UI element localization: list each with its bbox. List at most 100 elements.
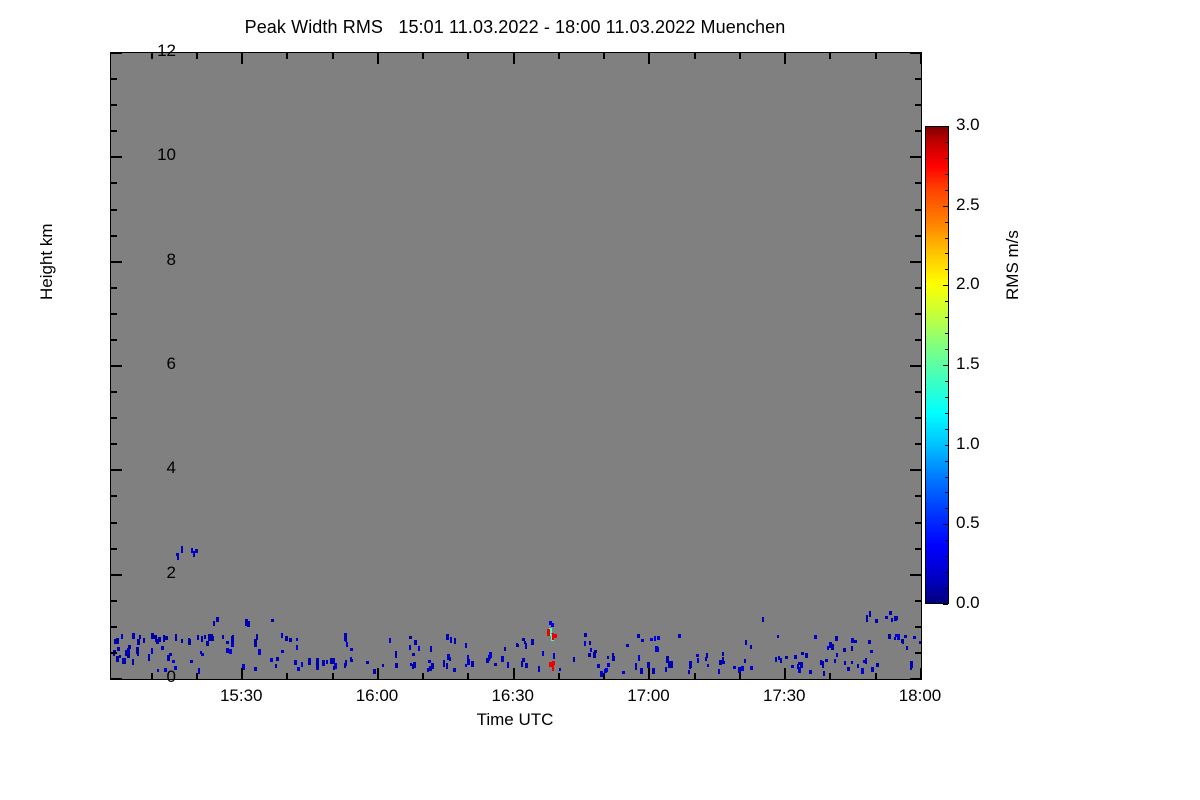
- data-pixel: [289, 638, 292, 642]
- data-pixel: [389, 638, 391, 643]
- data-pixel: [195, 549, 198, 553]
- data-pixel: [798, 662, 800, 665]
- data-pixel: [738, 667, 741, 673]
- plot-area[interactable]: [110, 52, 922, 680]
- colorbar-tick-label: 1.5: [956, 354, 980, 373]
- data-pixel: [688, 670, 690, 674]
- y-axis-major-tick: [910, 52, 921, 54]
- data-pixel: [805, 653, 808, 658]
- data-pixel: [254, 667, 257, 671]
- data-pixel: [122, 661, 125, 664]
- colorbar-tick-label: 3.0: [956, 115, 980, 134]
- data-pixel: [554, 634, 557, 638]
- data-pixel: [137, 650, 139, 653]
- data-pixel: [665, 667, 667, 672]
- x-axis-minor-tick: [874, 673, 877, 679]
- data-pixel: [904, 635, 907, 638]
- data-pixel: [750, 666, 753, 670]
- colorbar-tick: [943, 365, 948, 366]
- data-pixel: [431, 663, 434, 669]
- data-pixel: [797, 664, 799, 669]
- data-pixel: [128, 645, 131, 649]
- data-pixel: [201, 636, 203, 642]
- data-pixel: [114, 639, 117, 644]
- y-axis-minor-tick: [915, 130, 921, 133]
- x-axis-minor-tick: [150, 53, 153, 59]
- data-pixel: [125, 650, 127, 656]
- data-pixel: [906, 646, 908, 650]
- y-axis-minor-tick: [915, 391, 921, 394]
- x-tick-label: 17:30: [762, 686, 806, 705]
- x-axis-major-tick: [376, 668, 379, 679]
- data-pixel: [350, 657, 352, 660]
- x-axis-title: Time UTC: [476, 710, 554, 729]
- data-pixel: [626, 644, 629, 647]
- x-axis-major-tick: [376, 53, 379, 64]
- data-pixel: [865, 658, 867, 664]
- colorbar[interactable]: [925, 126, 949, 605]
- data-pixel: [897, 634, 900, 640]
- data-pixel: [525, 643, 527, 649]
- data-pixel: [794, 655, 797, 659]
- data-pixel: [875, 619, 878, 623]
- colorbar-tick: [945, 222, 948, 223]
- x-axis-minor-tick: [286, 673, 289, 679]
- colorbar-tick-label: 2.0: [956, 274, 980, 293]
- data-pixel: [350, 659, 353, 662]
- y-axis-major-tick: [111, 365, 122, 367]
- data-pixel: [696, 654, 699, 657]
- data-pixel: [127, 648, 130, 653]
- colorbar-tick: [943, 604, 948, 605]
- data-pixel: [590, 649, 592, 652]
- data-pixel: [507, 662, 509, 668]
- y-axis-minor-tick: [111, 495, 117, 498]
- y-axis-minor-tick: [111, 599, 117, 602]
- data-pixel: [193, 551, 195, 557]
- data-pixel: [604, 669, 607, 673]
- data-pixel: [718, 669, 720, 674]
- x-axis-major-tick: [241, 668, 244, 679]
- data-pixel: [547, 629, 550, 636]
- data-pixel: [222, 635, 224, 639]
- data-pixel: [412, 653, 415, 656]
- data-pixel: [169, 653, 172, 656]
- data-pixel: [151, 633, 154, 639]
- data-pixel: [829, 642, 832, 648]
- data-pixel: [245, 619, 248, 626]
- data-pixel: [798, 667, 801, 673]
- data-pixel: [542, 651, 544, 656]
- data-pixel: [705, 657, 707, 661]
- x-tick-label: 17:00: [627, 686, 670, 705]
- x-axis-minor-tick: [467, 673, 470, 679]
- data-pixel: [226, 641, 229, 644]
- data-pixel: [430, 646, 432, 652]
- y-axis-major-tick: [111, 678, 122, 680]
- y-axis-minor-tick: [111, 234, 117, 237]
- x-axis-minor-tick: [150, 673, 153, 679]
- data-pixel: [854, 640, 857, 643]
- data-pixel: [531, 639, 534, 645]
- data-pixel: [247, 621, 250, 627]
- data-pixel: [584, 641, 586, 646]
- data-pixel: [188, 639, 191, 645]
- data-pixel: [132, 659, 134, 665]
- x-axis-minor-tick: [331, 53, 334, 59]
- data-pixel: [410, 663, 412, 666]
- x-axis-minor-tick: [693, 673, 696, 679]
- data-pixel: [427, 668, 429, 672]
- data-pixel: [538, 666, 540, 672]
- data-pixel: [271, 619, 274, 622]
- data-pixel: [275, 664, 277, 668]
- colorbar-tick: [945, 429, 948, 430]
- data-pixel: [316, 658, 319, 665]
- data-pixel: [866, 615, 868, 619]
- y-axis-major-tick: [910, 260, 921, 263]
- y-tick-label: 8: [166, 249, 176, 269]
- data-pixel: [600, 671, 603, 677]
- x-axis-major-tick: [648, 53, 651, 64]
- y-axis-minor-tick: [111, 651, 117, 654]
- data-pixel: [552, 661, 555, 665]
- data-pixel: [823, 671, 825, 676]
- y-axis-minor-tick: [915, 338, 921, 341]
- y-axis-minor-tick: [915, 234, 921, 237]
